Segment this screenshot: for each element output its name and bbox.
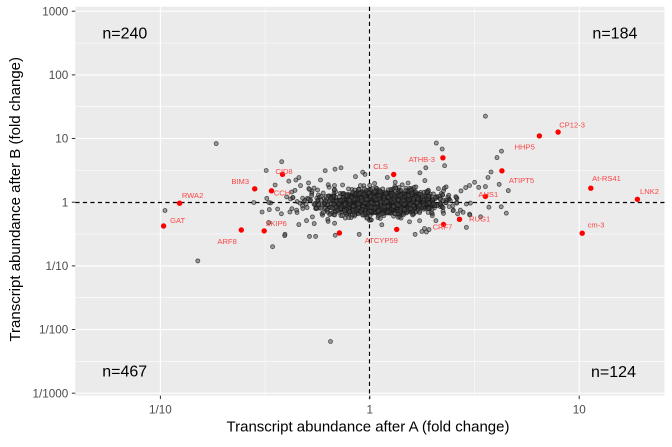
svg-text:LNK2: LNK2 — [640, 187, 659, 196]
svg-text:RUG1: RUG1 — [469, 215, 490, 224]
svg-text:1/100: 1/100 — [39, 324, 69, 337]
svg-text:AHS1: AHS1 — [478, 190, 498, 199]
svg-text:ARF8: ARF8 — [217, 237, 236, 246]
svg-text:ATHB-3: ATHB-3 — [409, 155, 435, 164]
svg-text:10: 10 — [573, 403, 587, 416]
svg-text:Transcript abundance after A (: Transcript abundance after A (fold chang… — [227, 419, 510, 436]
svg-text:Transcript abundance after B (: Transcript abundance after B (fold chang… — [7, 57, 24, 342]
svg-text:CP12-3: CP12-3 — [559, 120, 585, 129]
svg-text:1/10: 1/10 — [46, 260, 69, 273]
svg-text:ATIPT5: ATIPT5 — [509, 176, 534, 185]
svg-text:1/10: 1/10 — [149, 403, 172, 416]
svg-text:n=467: n=467 — [102, 363, 147, 380]
svg-text:CLS: CLS — [373, 162, 388, 171]
svg-text:HHP5: HHP5 — [515, 143, 535, 152]
svg-text:GAT: GAT — [170, 216, 185, 225]
svg-text:100: 100 — [49, 69, 69, 82]
svg-text:CID8: CID8 — [275, 167, 292, 176]
svg-text:1/1000: 1/1000 — [33, 387, 69, 400]
svg-text:n=124: n=124 — [591, 364, 636, 381]
svg-text:1: 1 — [62, 196, 69, 209]
svg-text:n=184: n=184 — [592, 25, 637, 42]
svg-text:1000: 1000 — [42, 5, 69, 18]
svg-text:CRF7: CRF7 — [433, 223, 453, 232]
svg-text:ATCYP59: ATCYP59 — [365, 236, 398, 245]
svg-text:RWA2: RWA2 — [182, 191, 204, 200]
svg-text:10: 10 — [55, 133, 69, 146]
svg-text:n=240: n=240 — [102, 25, 147, 42]
svg-text:BIM3: BIM3 — [231, 177, 249, 186]
svg-text:At-RS41: At-RS41 — [592, 174, 621, 183]
svg-text:1: 1 — [367, 403, 374, 416]
svg-text:SKIP6: SKIP6 — [265, 219, 287, 228]
svg-text:CCH: CCH — [274, 188, 290, 197]
svg-text:cm-3: cm-3 — [588, 220, 605, 229]
